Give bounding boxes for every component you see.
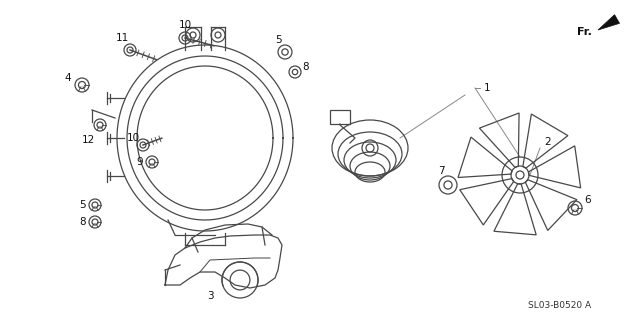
Text: 1: 1 — [484, 83, 490, 93]
Text: 4: 4 — [65, 73, 71, 83]
Text: 11: 11 — [115, 33, 129, 43]
Text: 5: 5 — [80, 200, 86, 210]
Text: 5: 5 — [275, 35, 282, 45]
Text: SL03-B0520 A: SL03-B0520 A — [529, 301, 591, 309]
Text: 8: 8 — [80, 217, 86, 227]
Text: 3: 3 — [207, 291, 213, 301]
Text: 6: 6 — [585, 195, 591, 205]
Text: 10: 10 — [127, 133, 140, 143]
Text: 9: 9 — [137, 157, 143, 167]
Text: 2: 2 — [545, 137, 551, 147]
Text: 7: 7 — [438, 166, 444, 176]
Text: 10: 10 — [179, 20, 191, 30]
Polygon shape — [598, 15, 620, 30]
Text: 12: 12 — [81, 135, 95, 145]
Text: 8: 8 — [303, 62, 309, 72]
Bar — [330, 110, 350, 124]
Text: Fr.: Fr. — [577, 27, 591, 37]
